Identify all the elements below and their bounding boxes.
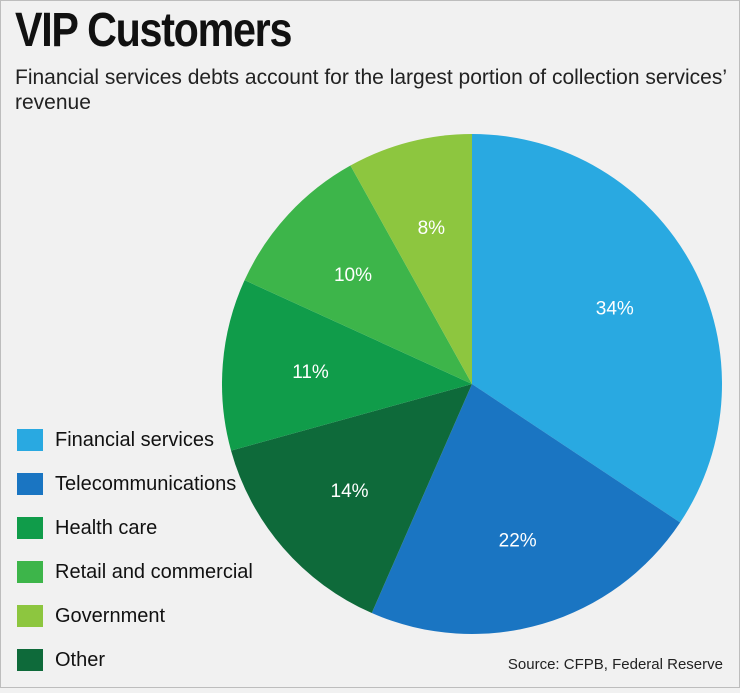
source-note: Source: CFPB, Federal Reserve: [507, 656, 723, 673]
legend-swatch: [17, 517, 43, 539]
legend-label: Telecommunications: [55, 472, 237, 495]
legend-item: Financial services: [17, 429, 253, 451]
legend-swatch: [17, 473, 43, 495]
slice-label: 14%: [331, 481, 369, 502]
pie-slice-retail-and-commercial: [244, 165, 472, 384]
pie-labels: 34% 22% 14% 11% 10% 8%: [292, 218, 634, 551]
pie-slice-financial-services: [472, 134, 722, 523]
slice-label: 11%: [292, 362, 329, 383]
legend-item: Health care: [17, 517, 253, 539]
legend-item: Retail and commercial: [17, 561, 253, 583]
legend-item: Other: [17, 649, 253, 671]
legend: Financial services Telecommunications He…: [17, 429, 253, 693]
pie-slice-health-care: [222, 280, 472, 451]
pie-slice-telecommunications: [371, 384, 681, 635]
legend-swatch: [17, 429, 43, 451]
legend-label: Government: [55, 604, 166, 627]
legend-item: Government: [17, 605, 253, 627]
legend-swatch: [17, 649, 43, 671]
legend-label: Other: [55, 648, 106, 671]
chart-subtitle: Financial services debts account for the…: [15, 66, 727, 114]
legend-label: Retail and commercial: [55, 560, 253, 583]
legend-swatch: [17, 605, 43, 627]
pie-slice-government: [350, 134, 472, 384]
legend-item: Telecommunications: [17, 473, 253, 495]
slice-label: 22%: [499, 530, 537, 551]
legend-swatch: [17, 561, 43, 583]
slice-label: 8%: [418, 218, 446, 239]
pie-slice-other: [231, 384, 472, 614]
chart-title: VIP Customers: [15, 4, 292, 57]
pie-slices: [222, 134, 722, 635]
legend-label: Financial services: [55, 428, 214, 451]
slice-label: 34%: [596, 298, 634, 319]
slice-label: 10%: [334, 265, 372, 286]
legend-label: Health care: [55, 516, 158, 539]
